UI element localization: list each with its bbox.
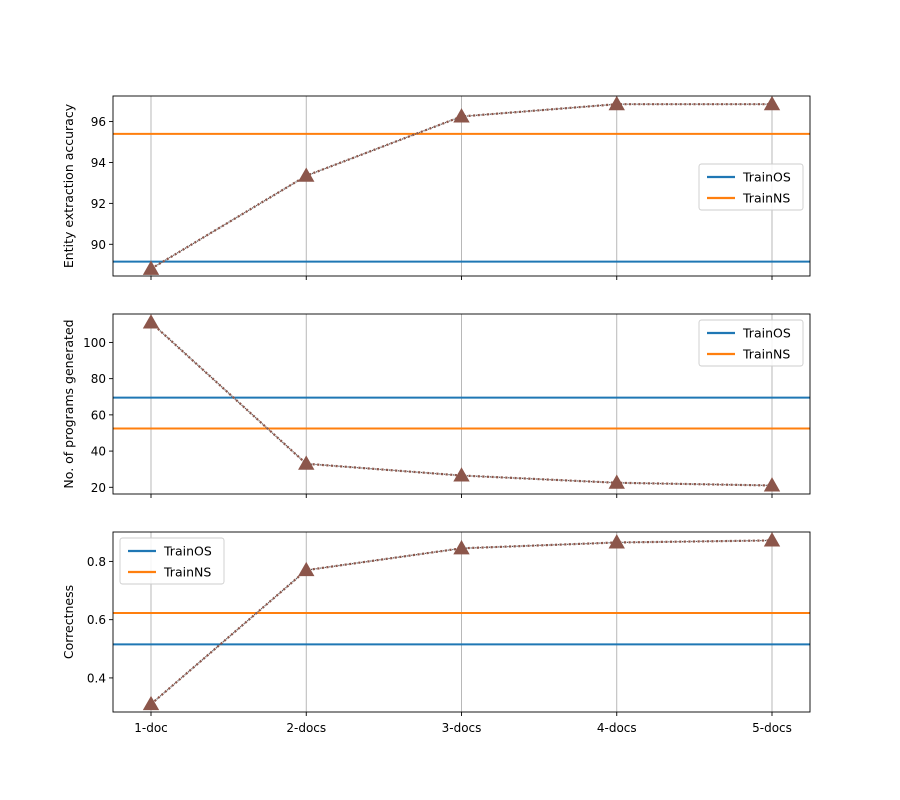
x-tick-label: 5-docs — [752, 721, 792, 735]
y-tick-label: 0.4 — [87, 671, 106, 685]
legend-label-trainos: TrainOS — [163, 544, 212, 559]
data-point-5-docs — [763, 532, 781, 547]
legend-label-trainns: TrainNS — [742, 347, 790, 362]
data-point-1-doc — [142, 314, 160, 329]
data-point-3-docs — [453, 540, 470, 555]
series-line — [150, 103, 772, 270]
y-tick-label: 0.6 — [87, 613, 106, 627]
data-point-1-doc — [142, 260, 160, 275]
y-tick-label: 96 — [91, 115, 106, 129]
chart-panel-1: 90 92 94 96 Entity extraction accuracy TrainO… — [61, 95, 811, 280]
y-tick-label: 90 — [91, 238, 106, 252]
legend-label-trainos: TrainOS — [742, 326, 791, 341]
data-point-3-docs — [453, 467, 470, 482]
data-point-2-docs — [298, 561, 315, 577]
y-tick-label: 100 — [83, 336, 106, 350]
legend: TrainOS TrainNS — [698, 319, 804, 367]
legend: TrainOS TrainNS — [119, 537, 225, 585]
y-tick-label: 60 — [91, 408, 106, 422]
x-tick-label: 4-docs — [597, 721, 637, 735]
x-tick-label: 3-docs — [442, 721, 482, 735]
y-tick-label: 94 — [91, 156, 106, 170]
y-tick-label: 20 — [91, 481, 106, 495]
data-point-3-docs — [453, 108, 470, 123]
chart-panel-2: 20 40 60 80 100 No. of programs generated Trai… — [61, 313, 811, 498]
y-tick-label: 80 — [91, 372, 106, 386]
y-tick-label: 92 — [91, 197, 106, 211]
x-tick-label: 2-docs — [286, 721, 326, 735]
y-axis-label: No. of programs generated — [61, 319, 76, 488]
legend-label-trainns: TrainNS — [163, 565, 211, 580]
x-tick-label: 1-doc — [134, 721, 168, 735]
y-axis-label: Correctness — [61, 585, 76, 659]
legend-label-trainns: TrainNS — [742, 191, 790, 206]
data-point-4-docs — [608, 474, 625, 489]
legend-label-trainos: TrainOS — [742, 170, 791, 185]
data-point-2-docs — [298, 455, 315, 470]
data-point-4-docs — [608, 534, 625, 549]
data-point-1-doc — [142, 695, 160, 711]
y-tick-label: 40 — [91, 445, 106, 459]
data-point-4-docs — [608, 95, 625, 111]
y-tick-label: 0.8 — [87, 555, 106, 569]
y-axis-label: Entity extraction accuracy — [61, 103, 76, 268]
legend: TrainOS TrainNS — [698, 163, 804, 211]
data-point-5-docs — [763, 477, 781, 492]
data-point-2-docs — [298, 167, 315, 182]
data-point-5-docs — [763, 95, 781, 111]
chart-panel-3: 0.4 0.6 0.8 1-doc 2-docs 3-docs 4-docs 5-docs Co… — [61, 531, 811, 735]
